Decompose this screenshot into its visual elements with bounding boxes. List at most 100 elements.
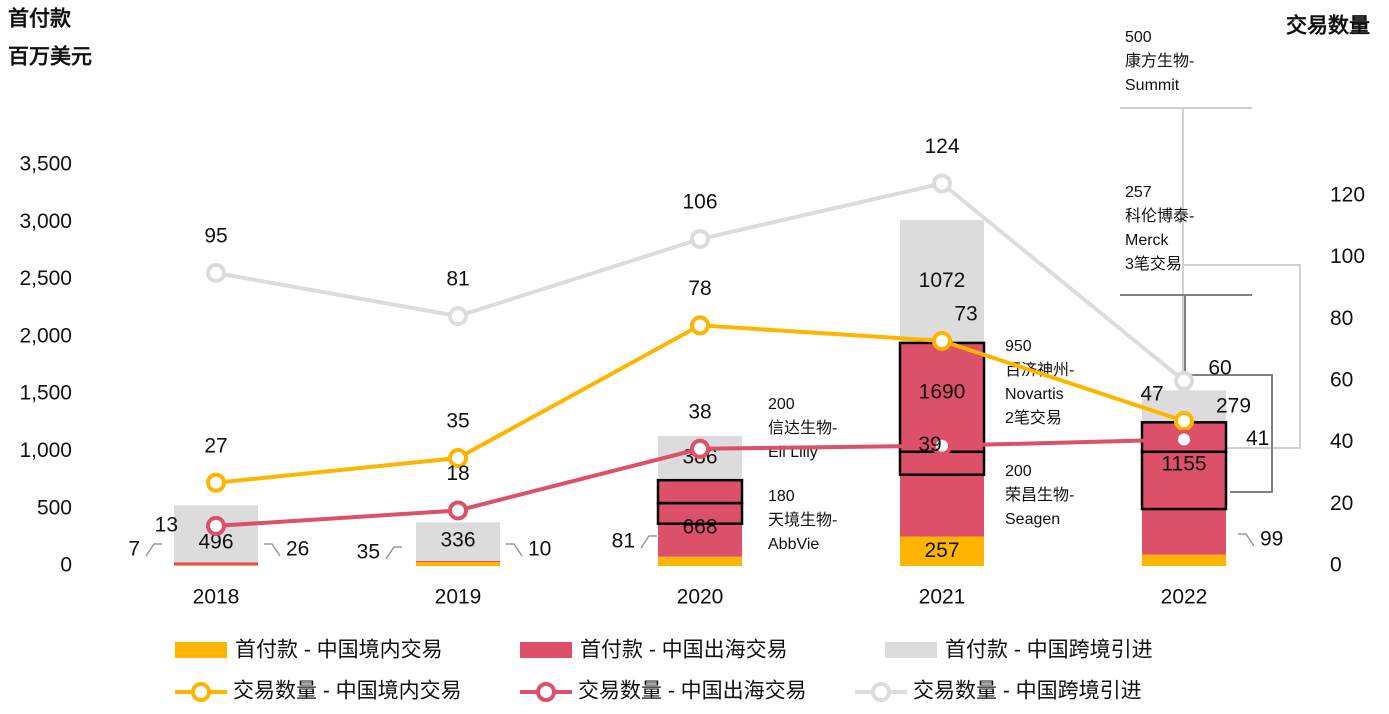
leader-line bbox=[506, 543, 523, 557]
y-tick-label: 1,500 bbox=[19, 382, 72, 405]
legend-swatch bbox=[885, 642, 937, 658]
x-tick-label: 2020 bbox=[677, 586, 724, 609]
bar-segment bbox=[1142, 554, 1226, 566]
legend-label: 首付款 - 中国境内交易 bbox=[235, 639, 443, 662]
deal-box bbox=[1140, 450, 1228, 511]
deal-label: Seagen bbox=[1005, 511, 1060, 528]
legend-label: 交易数量 - 中国跨境引进 bbox=[913, 680, 1142, 703]
legend-label: 交易数量 - 中国出海交易 bbox=[578, 680, 807, 703]
leader-line bbox=[264, 543, 281, 557]
line-value-label: 18 bbox=[446, 462, 469, 485]
bar-value-label: 10 bbox=[528, 538, 551, 561]
line-marker bbox=[1174, 429, 1194, 450]
deal-label: Summit bbox=[1125, 77, 1180, 94]
legend-label: 交易数量 - 中国境内交易 bbox=[233, 680, 462, 703]
deal-label: 荣昌生物- bbox=[1005, 486, 1074, 504]
line-value-label: 35 bbox=[446, 410, 469, 433]
deal-label: 3笔交易 bbox=[1125, 255, 1182, 273]
legend-label: 首付款 - 中国跨境引进 bbox=[945, 639, 1153, 662]
line-value-label: 27 bbox=[204, 434, 227, 457]
leader-line bbox=[385, 546, 402, 560]
line-value-label: 60 bbox=[1208, 356, 1231, 379]
bar-segment bbox=[174, 562, 258, 566]
deal-label: 天境生物- bbox=[768, 510, 837, 529]
y2-tick-label: 120 bbox=[1330, 183, 1365, 206]
y2-tick-label: 40 bbox=[1330, 430, 1353, 453]
line-value-label: 47 bbox=[1140, 383, 1163, 406]
y-tick-label: 0 bbox=[60, 554, 72, 577]
bar-segment bbox=[416, 561, 500, 566]
bar-segment bbox=[658, 480, 742, 557]
legend-label: 首付款 - 中国出海交易 bbox=[580, 639, 788, 662]
deal-value: 180 bbox=[768, 488, 795, 505]
line-marker bbox=[206, 472, 226, 493]
y2-axis-title: 交易数量 bbox=[1286, 14, 1370, 38]
bar-value-label: 99 bbox=[1260, 528, 1283, 551]
line-marker bbox=[932, 330, 952, 351]
deal-value: 200 bbox=[768, 396, 795, 413]
bar-value-label: 26 bbox=[286, 538, 309, 561]
deal-box bbox=[656, 501, 744, 525]
line-marker bbox=[932, 435, 952, 456]
bar-value-label: 496 bbox=[198, 531, 233, 554]
line-marker bbox=[690, 438, 710, 459]
legend-marker bbox=[871, 682, 891, 702]
y-axis-title: 百万美元 bbox=[8, 45, 92, 69]
deal-value: 200 bbox=[1005, 463, 1032, 480]
bar-segment bbox=[174, 565, 258, 566]
line-value-label: 73 bbox=[954, 302, 977, 325]
line-value-label: 13 bbox=[155, 513, 178, 536]
bar-value-label: 35 bbox=[357, 541, 380, 564]
line-marker bbox=[690, 229, 710, 250]
line-value-label: 38 bbox=[688, 400, 711, 423]
y2-tick-label: 80 bbox=[1330, 307, 1353, 330]
line-value-label: 81 bbox=[446, 268, 469, 291]
x-tick-label: 2021 bbox=[919, 586, 966, 609]
bar-segment bbox=[658, 556, 742, 566]
deal-label: Merck bbox=[1125, 232, 1170, 249]
bar-value-label: 7 bbox=[128, 538, 140, 561]
y2-tick-label: 60 bbox=[1330, 368, 1353, 391]
legend-swatch bbox=[175, 642, 227, 658]
deal-label: 2笔交易 bbox=[1005, 409, 1062, 427]
y-tick-label: 3,000 bbox=[19, 210, 72, 233]
x-tick-label: 2018 bbox=[193, 586, 240, 609]
bar-value-label: 668 bbox=[682, 516, 717, 539]
bar-segment bbox=[416, 522, 500, 561]
y-tick-label: 3,500 bbox=[19, 153, 72, 176]
y2-tick-label: 0 bbox=[1330, 554, 1342, 577]
line-value-label: 39 bbox=[918, 433, 941, 456]
x-tick-label: 2022 bbox=[1161, 586, 1208, 609]
line-value-label: 95 bbox=[204, 225, 227, 248]
deal-label: AbbVie bbox=[768, 536, 819, 553]
y-tick-label: 500 bbox=[37, 496, 72, 519]
deal-label: 康方生物- bbox=[1125, 52, 1194, 70]
bar-value-label: 279 bbox=[1216, 395, 1251, 418]
connectors bbox=[1120, 107, 1301, 493]
deal-value: 257 bbox=[1125, 184, 1152, 201]
leader-line bbox=[640, 535, 657, 549]
y2-tick-label: 20 bbox=[1330, 492, 1353, 515]
bar-value-label: 1155 bbox=[1161, 453, 1206, 476]
y-tick-label: 2,000 bbox=[19, 324, 72, 347]
bar-value-label: 1690 bbox=[919, 381, 966, 404]
line-value-label: 41 bbox=[1246, 427, 1269, 450]
y-tick-label: 1,000 bbox=[19, 439, 72, 462]
y-axis-title: 首付款 bbox=[8, 7, 72, 31]
legend-marker bbox=[536, 682, 556, 702]
leader-line bbox=[145, 543, 162, 557]
deal-label: 科伦博泰- bbox=[1125, 207, 1194, 225]
bar-value-label: 81 bbox=[612, 530, 635, 553]
bar-segment bbox=[416, 560, 500, 562]
deal-value: 950 bbox=[1005, 338, 1032, 355]
bar-segment bbox=[900, 220, 984, 343]
line-marker bbox=[206, 262, 226, 283]
deal-label: 信达生物- bbox=[768, 419, 837, 437]
legend-marker bbox=[191, 682, 211, 702]
line-value-label: 106 bbox=[682, 191, 717, 214]
line-marker bbox=[1174, 411, 1194, 432]
deal-label: Novartis bbox=[1005, 386, 1064, 403]
x-tick-label: 2019 bbox=[435, 586, 482, 609]
line-marker bbox=[448, 500, 468, 521]
line-marker bbox=[1174, 370, 1194, 391]
